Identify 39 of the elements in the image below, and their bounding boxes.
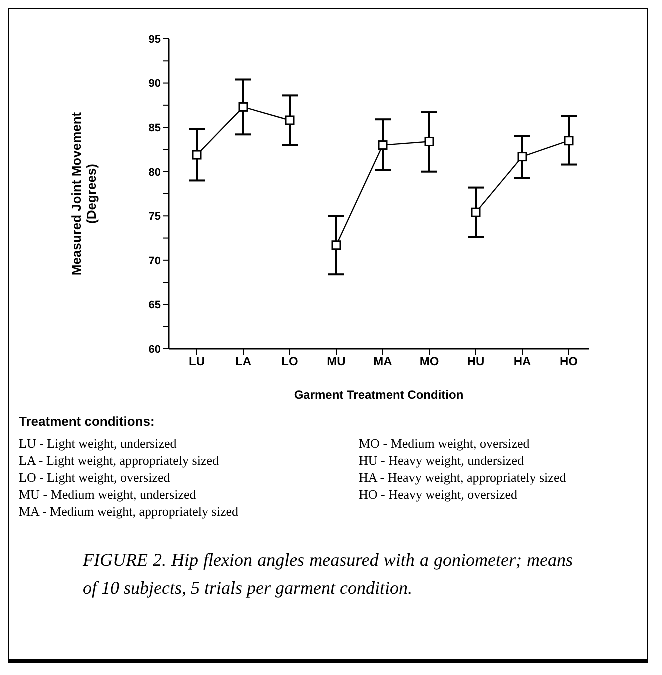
x-tick-label: MU xyxy=(327,354,346,369)
text: LU - Light weight, undersized xyxy=(19,435,178,452)
y-tick-label: 70 xyxy=(148,255,161,268)
y-tick-label: 90 xyxy=(148,78,161,90)
point xyxy=(285,116,295,126)
point xyxy=(332,240,342,250)
text: MO - Medium weight, oversized xyxy=(359,435,531,452)
text: HO - Heavy weight, oversized xyxy=(359,486,518,503)
x-tick-label: LA xyxy=(236,354,252,369)
text: HA - Heavy weight, appropriately sized xyxy=(359,469,566,486)
x-tick-label: HU xyxy=(467,354,485,369)
point xyxy=(378,140,388,150)
y-tick-label: 75 xyxy=(148,211,161,224)
x-tick-label: MA xyxy=(374,354,393,369)
text: LA - Light weight, appropriately sized xyxy=(19,452,220,469)
text: MU - Medium weight, undersized xyxy=(19,486,198,503)
text: HU - Heavy weight, undersized xyxy=(359,452,525,469)
point xyxy=(564,136,574,146)
x-tick-label: LU xyxy=(189,354,205,369)
point xyxy=(424,136,434,146)
caption: FIGURE 2. Hip flexion angles measured with a goniometer; means of 10 subjects, 5 trials per garment condition. xyxy=(83,549,573,600)
x-tick-label: MO xyxy=(420,354,440,369)
y-tick-label: 80 xyxy=(148,166,161,179)
text: MA - Medium weight, appropriately sized xyxy=(19,503,240,520)
y-axis-title: Measured Joint Movement (Degrees) xyxy=(69,112,99,276)
x-axis-title: Garment Treatment Condition xyxy=(294,388,464,402)
point xyxy=(471,208,481,218)
x-tick-label: HO xyxy=(560,354,578,369)
x-tick-label: HA xyxy=(514,354,532,369)
x-tick-label: LO xyxy=(282,354,298,369)
text: Treatment conditions: xyxy=(19,414,156,429)
y-tick-label: 65 xyxy=(148,300,161,312)
y-tick-label: 60 xyxy=(148,344,161,356)
text: LO - Light weight, oversized xyxy=(19,469,172,486)
y-tick-label: 85 xyxy=(148,122,161,134)
y-tick-label: 95 xyxy=(148,34,161,46)
point xyxy=(238,102,248,112)
point xyxy=(518,152,528,162)
point xyxy=(192,150,202,160)
